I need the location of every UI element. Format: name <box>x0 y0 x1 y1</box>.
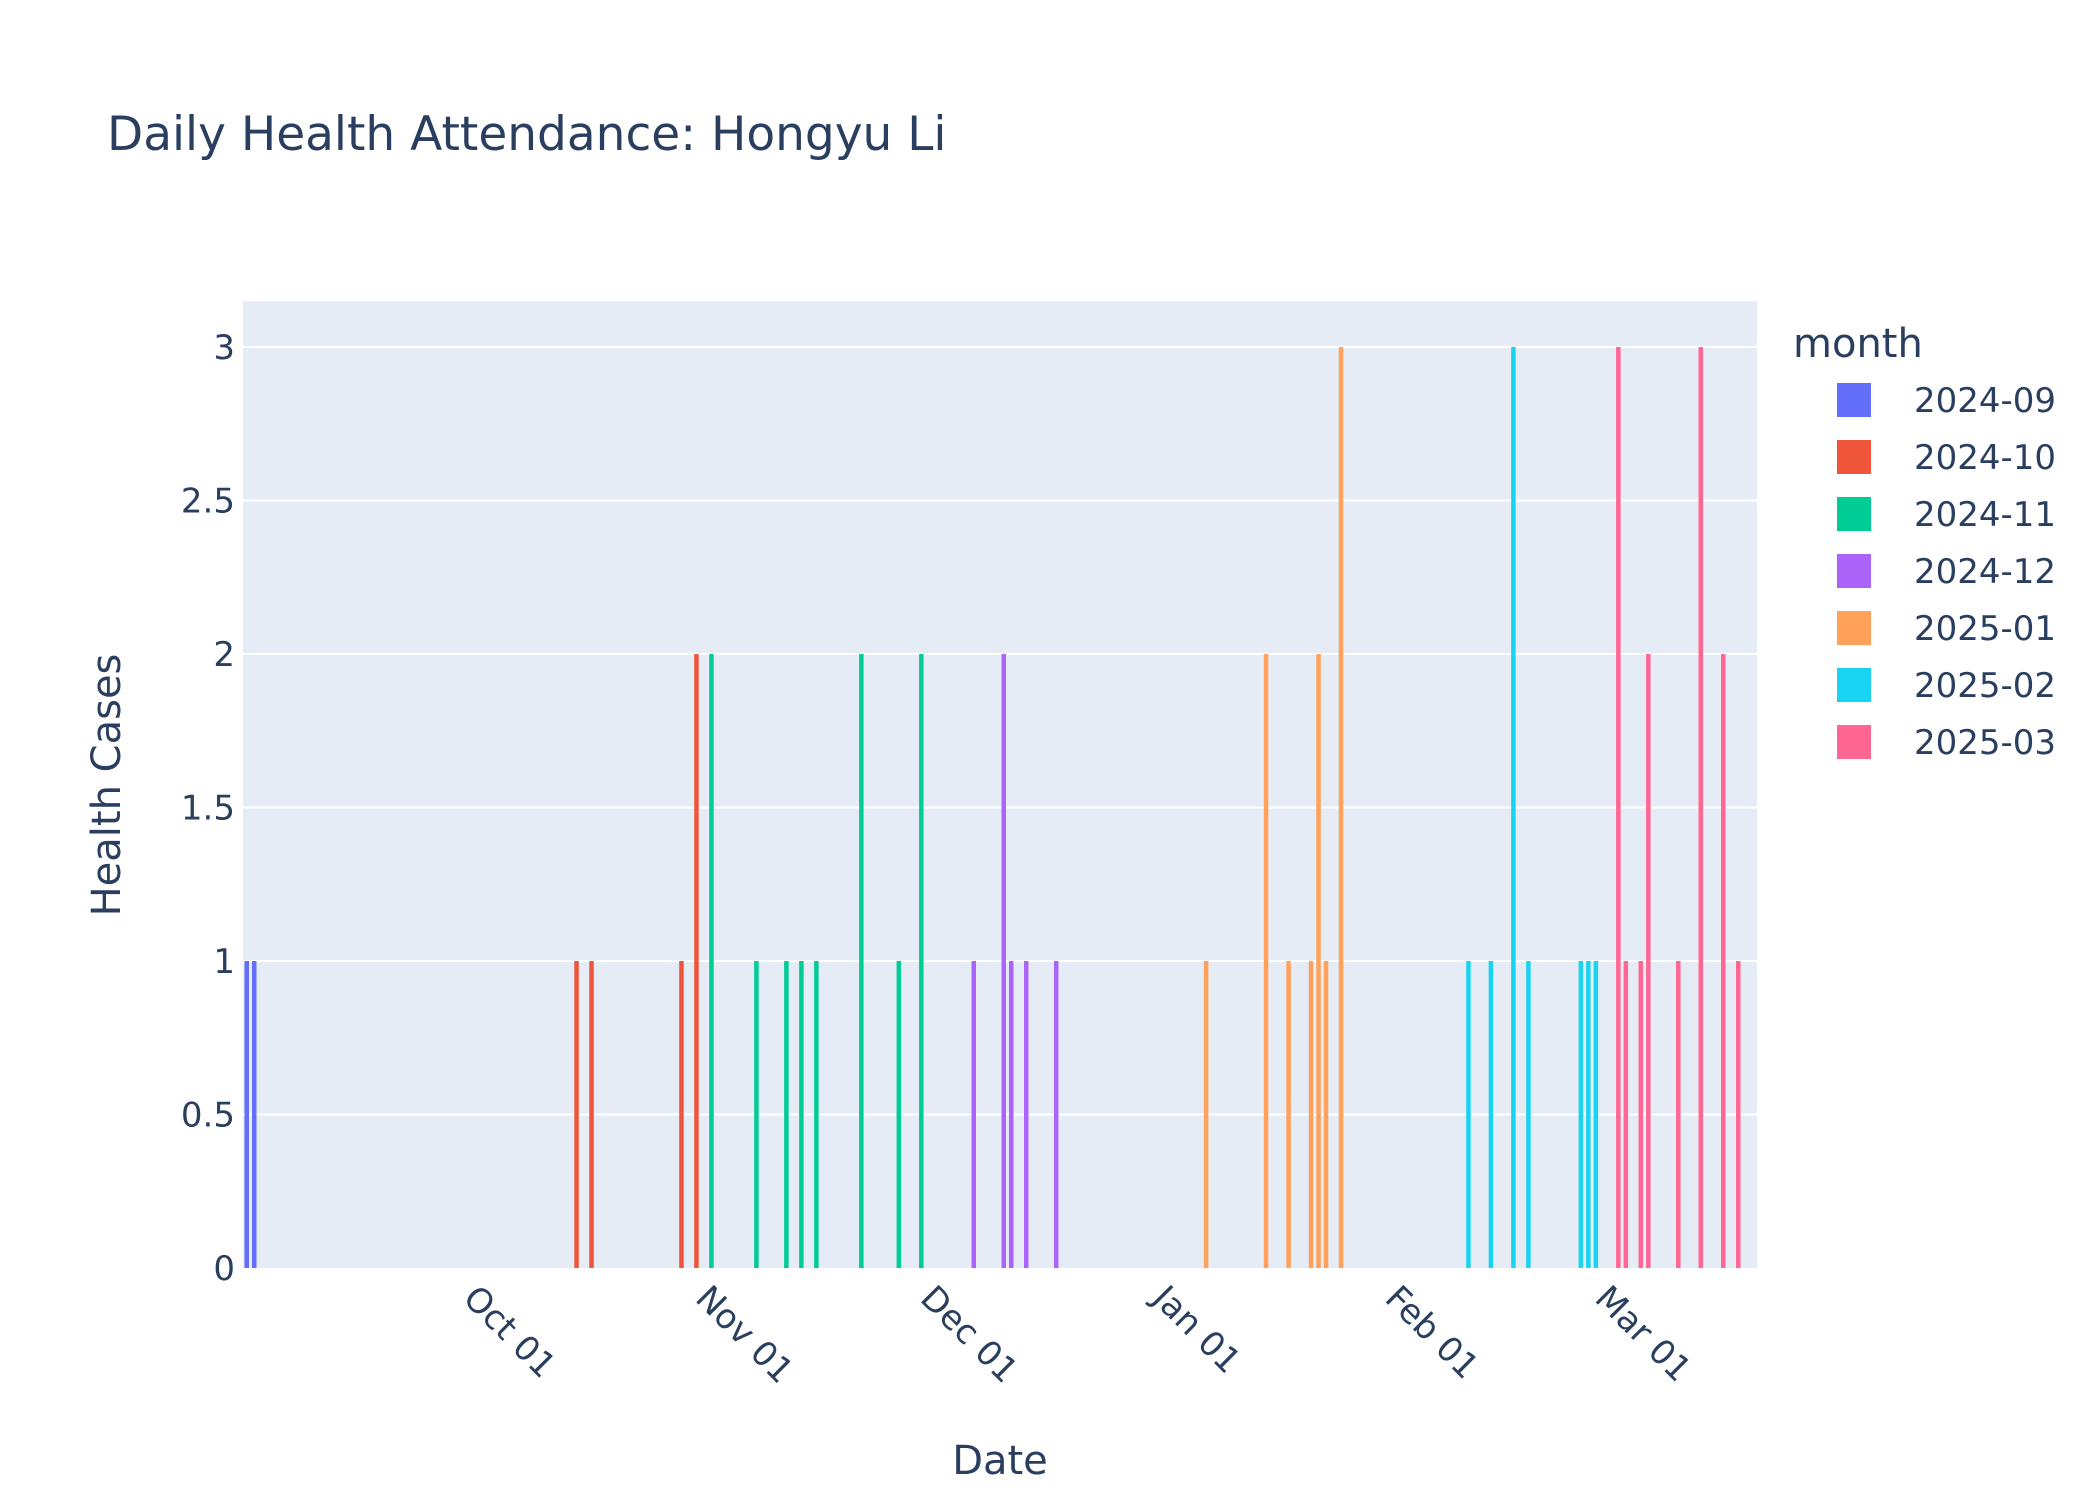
bars <box>244 347 1741 1268</box>
x-axis-title: Date <box>952 1438 1048 1484</box>
bar[interactable] <box>1638 961 1644 1268</box>
bar[interactable] <box>1736 961 1741 1268</box>
gridlines <box>243 346 1757 1116</box>
y-tick-label: 3 <box>213 328 235 368</box>
bar[interactable] <box>1286 961 1291 1268</box>
bar[interactable] <box>1698 347 1704 1268</box>
legend-swatch <box>1837 611 1871 645</box>
legend-item[interactable]: 2024-09 <box>1837 381 2056 421</box>
x-tick-label: Mar 01 <box>1587 1278 1699 1390</box>
bar[interactable] <box>754 961 759 1268</box>
legend-swatch <box>1837 383 1871 417</box>
bar[interactable] <box>784 961 789 1268</box>
plot-area <box>243 301 1757 1268</box>
legend-label: 2024-10 <box>1914 438 2056 478</box>
bar[interactable] <box>919 654 924 1268</box>
bar[interactable] <box>1623 961 1629 1268</box>
bar[interactable] <box>1511 347 1516 1268</box>
legend-item[interactable]: 2025-01 <box>1837 609 2056 649</box>
legend-label: 2024-09 <box>1914 381 2056 421</box>
bar[interactable] <box>244 961 249 1268</box>
chart-title: Daily Health Attendance: Hongyu Li <box>107 107 946 162</box>
legend-title: month <box>1793 321 1923 367</box>
y-tick-label: 1.5 <box>181 789 235 829</box>
x-tick-label: Nov 01 <box>688 1278 801 1391</box>
bar[interactable] <box>1008 961 1014 1268</box>
bar[interactable] <box>1586 961 1591 1268</box>
y-tick-label: 1 <box>213 942 235 982</box>
bar[interactable] <box>1338 347 1344 1268</box>
legend-swatch <box>1837 725 1871 759</box>
bar[interactable] <box>1721 654 1726 1268</box>
bar[interactable] <box>1488 961 1494 1268</box>
legend-label: 2025-03 <box>1914 723 2056 763</box>
bar[interactable] <box>1053 961 1059 1268</box>
y-axis-title: Health Cases <box>84 654 130 917</box>
y-tick-label: 2 <box>213 635 235 675</box>
legend-label: 2024-11 <box>1914 495 2056 535</box>
legend-label: 2024-12 <box>1914 552 2056 592</box>
legend-item[interactable]: 2024-12 <box>1837 552 2056 592</box>
bar[interactable] <box>896 961 902 1268</box>
x-tick-label: Dec 01 <box>912 1278 1025 1391</box>
legend-swatch <box>1837 668 1871 702</box>
legend-item[interactable]: 2024-11 <box>1837 495 2056 535</box>
y-axis-ticks: 0 0.5 1 1.5 2 2.5 3 <box>181 328 235 1289</box>
bar[interactable] <box>1676 961 1681 1268</box>
bar[interactable] <box>971 961 977 1268</box>
bar[interactable] <box>859 654 864 1268</box>
bar[interactable] <box>1578 961 1584 1268</box>
bar[interactable] <box>799 961 804 1268</box>
legend-label: 2025-01 <box>1914 609 2056 649</box>
bar[interactable] <box>1023 961 1029 1268</box>
x-tick-label: Oct 01 <box>455 1278 563 1386</box>
x-tick-label: Feb 01 <box>1377 1278 1486 1387</box>
bar[interactable] <box>1323 961 1329 1268</box>
x-axis-ticks: Oct 01 Nov 01 Dec 01 Jan 01 Feb 01 Mar 01 <box>455 1277 1699 1392</box>
bar[interactable] <box>1203 961 1209 1268</box>
bar[interactable] <box>1466 961 1471 1268</box>
bar[interactable] <box>1316 654 1321 1268</box>
legend-label: 2025-02 <box>1914 666 2056 706</box>
bar[interactable] <box>1526 961 1531 1268</box>
bar[interactable] <box>814 961 819 1268</box>
bar[interactable] <box>1593 961 1599 1268</box>
legend[interactable]: 2024-09 2024-10 2024-11 2024-12 2025-01 2025-… <box>1837 381 2056 763</box>
bar[interactable] <box>1616 347 1621 1268</box>
y-tick-label: 0 <box>213 1249 235 1289</box>
bar[interactable] <box>1001 654 1006 1268</box>
legend-swatch <box>1837 554 1871 588</box>
bar[interactable] <box>1308 961 1314 1268</box>
bar[interactable] <box>1646 654 1651 1268</box>
legend-item[interactable]: 2025-02 <box>1837 666 2056 706</box>
y-tick-label: 2.5 <box>181 482 235 522</box>
y-tick-label: 0.5 <box>181 1096 235 1136</box>
legend-swatch <box>1837 440 1871 474</box>
legend-item[interactable]: 2024-10 <box>1837 438 2056 478</box>
x-tick-label: Jan 01 <box>1143 1277 1248 1382</box>
bar[interactable] <box>694 654 699 1268</box>
bar[interactable] <box>679 961 684 1268</box>
legend-item[interactable]: 2025-03 <box>1837 723 2056 763</box>
bar[interactable] <box>1263 654 1269 1268</box>
bar[interactable] <box>709 654 714 1268</box>
bar[interactable] <box>589 961 594 1268</box>
bar[interactable] <box>251 961 257 1268</box>
legend-swatch <box>1837 497 1871 531</box>
bar[interactable] <box>574 961 579 1268</box>
